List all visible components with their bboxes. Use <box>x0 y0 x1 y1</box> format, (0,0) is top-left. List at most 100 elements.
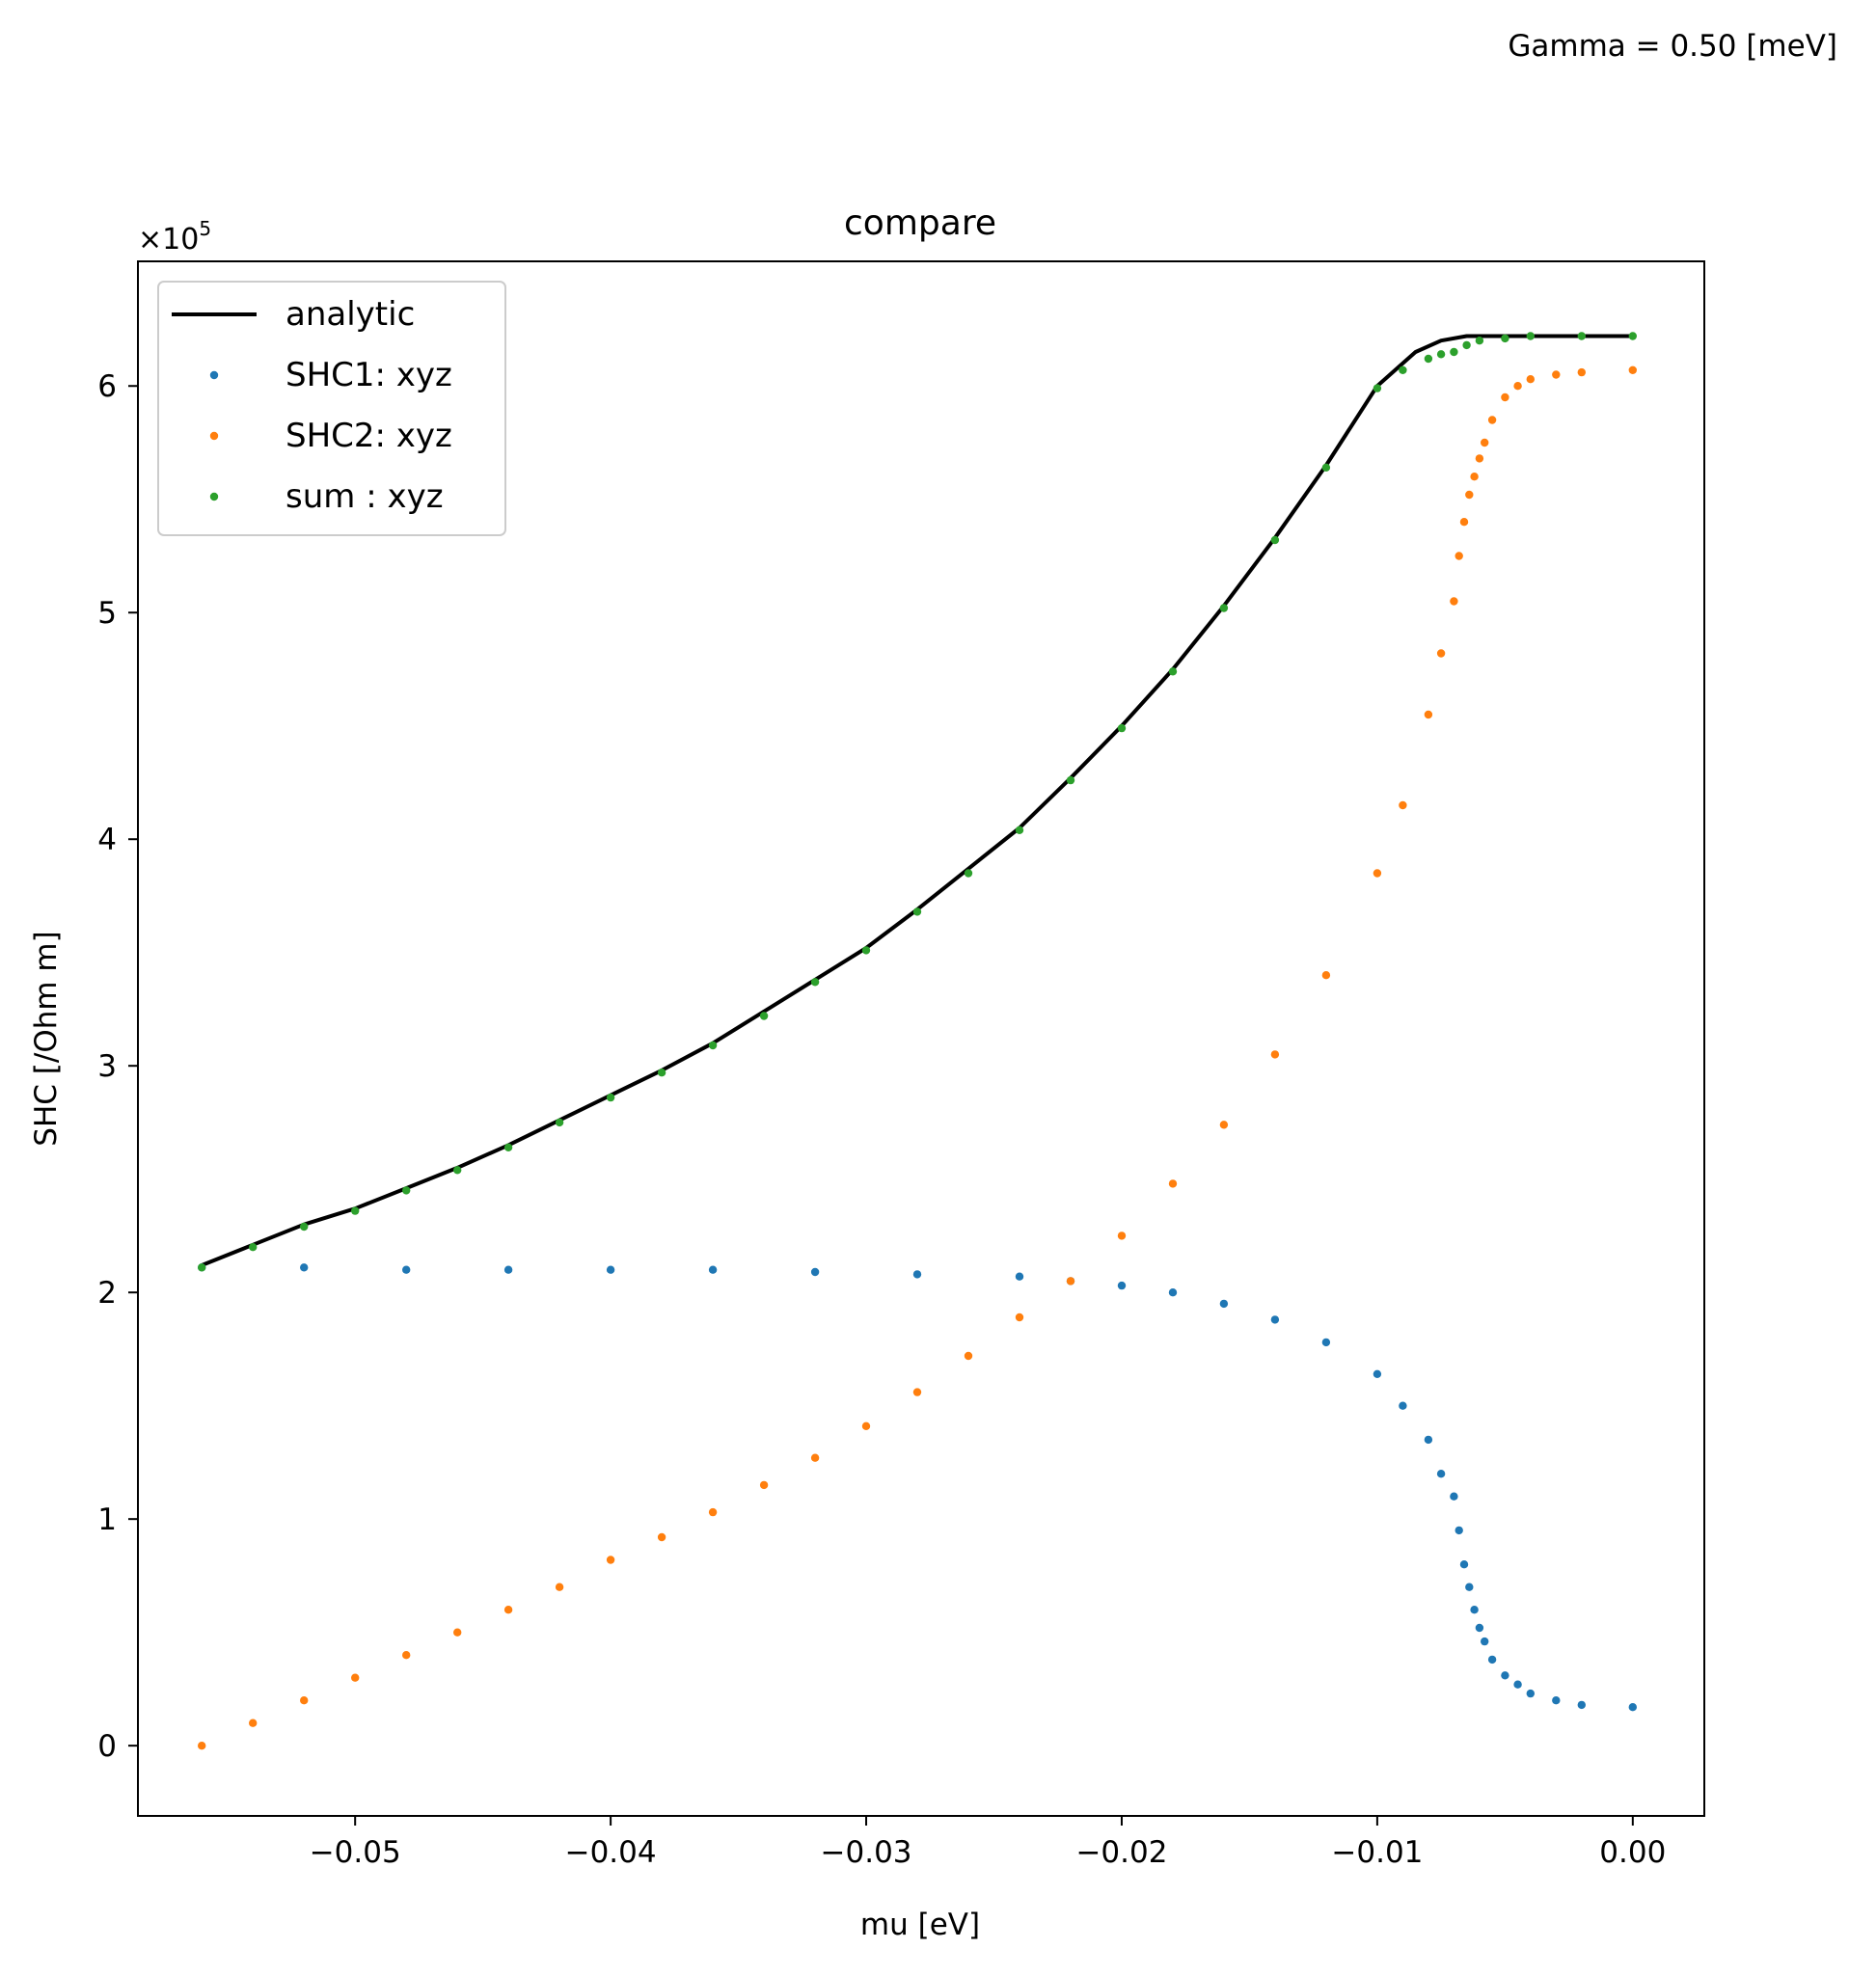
data-point <box>555 1583 564 1591</box>
data-point <box>1459 518 1469 527</box>
data-point <box>1513 382 1522 391</box>
legend-label-analytic: analytic <box>285 295 415 334</box>
data-point <box>1399 365 1407 374</box>
data-point <box>1373 1369 1382 1379</box>
y-offset-exponent: 5 <box>199 217 211 240</box>
data-point <box>1501 334 1509 343</box>
y-tick-label: 6 <box>97 369 117 404</box>
data-point <box>1117 1281 1127 1290</box>
data-point <box>402 1265 411 1274</box>
data-point <box>1501 1671 1509 1680</box>
legend-label-shc2-xyz: SHC2: xyz <box>285 417 452 455</box>
data-point <box>1424 1435 1433 1445</box>
data-point <box>351 1206 360 1215</box>
x-tick-label: −0.03 <box>821 1835 912 1870</box>
data-point <box>300 1222 309 1232</box>
data-point <box>503 1143 513 1152</box>
data-point <box>402 1186 411 1195</box>
x-tick-label: 0.00 <box>1599 1835 1666 1870</box>
data-point <box>810 1267 820 1277</box>
data-point <box>1424 354 1433 364</box>
data-point <box>453 1628 462 1637</box>
data-point <box>1552 370 1561 379</box>
data-point <box>657 1532 666 1542</box>
data-point <box>555 1118 564 1127</box>
data-point <box>1465 1583 1474 1591</box>
data-point <box>1475 454 1484 463</box>
data-point <box>1168 667 1178 676</box>
data-point <box>1501 392 1509 402</box>
data-point <box>1450 597 1458 606</box>
data-point <box>1270 535 1280 545</box>
data-point <box>1465 490 1474 500</box>
data-point <box>964 869 973 878</box>
data-point <box>1513 1680 1522 1689</box>
data-point <box>402 1651 411 1660</box>
data-point <box>1219 1299 1229 1309</box>
x-tick-label: −0.05 <box>310 1835 401 1870</box>
data-point <box>606 1556 615 1564</box>
data-point <box>1015 1313 1024 1322</box>
data-point <box>861 946 871 955</box>
data-point <box>1459 1560 1469 1569</box>
data-point <box>1436 1470 1446 1478</box>
data-point <box>810 1453 820 1462</box>
data-point <box>1321 1338 1331 1347</box>
data-point <box>1270 1050 1280 1059</box>
data-point <box>1015 1272 1024 1281</box>
data-point <box>198 1742 206 1750</box>
data-point <box>453 1166 462 1175</box>
legend-swatch-sum-xyz <box>209 492 219 501</box>
y-tick-label: 5 <box>97 596 117 631</box>
data-point <box>503 1265 513 1274</box>
data-point <box>657 1069 666 1077</box>
data-point <box>708 1507 718 1517</box>
series-sum-xyz <box>198 332 1638 1272</box>
data-point <box>1399 800 1407 810</box>
data-point <box>1487 416 1497 424</box>
data-point <box>1168 1288 1178 1297</box>
data-point <box>1270 1315 1280 1324</box>
data-point <box>1475 337 1484 345</box>
y-tick-label: 3 <box>97 1049 117 1084</box>
data-point <box>1066 775 1075 785</box>
data-point <box>1526 375 1536 384</box>
legend: analytic SHC1: xyz SHC2: xyz sum : xyz <box>157 281 506 536</box>
data-point <box>1321 463 1331 472</box>
data-point <box>1481 1637 1489 1646</box>
data-point <box>1628 1703 1638 1712</box>
data-point <box>912 1388 922 1396</box>
data-point <box>1066 1277 1075 1286</box>
data-point <box>1424 710 1433 719</box>
data-point <box>1526 1689 1536 1698</box>
legend-swatch-shc2-xyz <box>209 431 219 441</box>
data-point <box>351 1673 360 1682</box>
x-tick-label: −0.04 <box>565 1835 657 1870</box>
y-tick-label: 1 <box>97 1502 117 1537</box>
data-point <box>1628 365 1638 374</box>
data-point <box>1015 826 1024 834</box>
data-point <box>1450 1492 1458 1501</box>
data-point <box>249 1719 258 1727</box>
y-offset-label: ×105 <box>138 217 211 257</box>
data-point <box>964 1351 973 1361</box>
data-point <box>1526 332 1536 340</box>
data-point <box>1487 1655 1497 1665</box>
data-point <box>1117 723 1127 733</box>
data-point <box>1436 350 1446 359</box>
x-axis-label: mu [eV] <box>860 1908 980 1942</box>
data-point <box>1219 1121 1229 1129</box>
x-tick-label: −0.01 <box>1331 1835 1423 1870</box>
y-axis-label: SHC [/Ohm m] <box>29 931 64 1146</box>
data-point <box>606 1093 615 1102</box>
data-point <box>1577 1700 1587 1710</box>
data-point <box>1321 971 1331 980</box>
data-point <box>1470 473 1479 481</box>
data-point <box>1462 340 1471 350</box>
y-offset-base: ×10 <box>138 223 199 257</box>
data-point <box>300 1263 309 1272</box>
y-tick-label: 2 <box>97 1276 117 1311</box>
data-point <box>1436 649 1446 658</box>
data-point <box>249 1243 258 1252</box>
